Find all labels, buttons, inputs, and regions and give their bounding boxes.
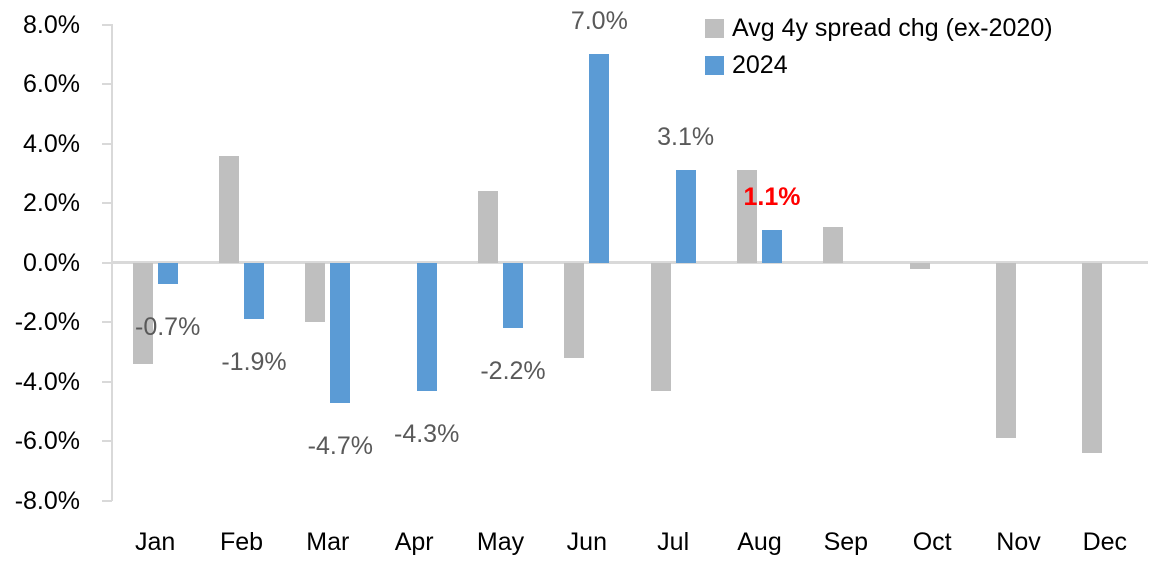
y-axis-tick-label: -4.0% bbox=[14, 367, 80, 396]
bar-avg-oct bbox=[909, 262, 930, 269]
bar-2024-jun bbox=[589, 54, 610, 263]
y-axis-tick-label: 2.0% bbox=[23, 189, 80, 218]
legend-swatch-blue-icon bbox=[705, 56, 724, 75]
x-axis-label-oct: Oct bbox=[912, 528, 952, 556]
data-label-jul: 3.1% bbox=[657, 123, 715, 152]
y-axis-tick-label: -6.0% bbox=[14, 427, 80, 456]
bar-avg-feb bbox=[219, 155, 239, 263]
y-axis-tick-label: 4.0% bbox=[23, 129, 80, 158]
data-label-aug: 1.1% bbox=[743, 182, 801, 211]
x-axis-label-mar: Mar bbox=[306, 528, 350, 556]
y-axis-tick bbox=[102, 23, 112, 26]
bar-2024-apr bbox=[416, 262, 437, 391]
x-axis-label-apr: Apr bbox=[394, 528, 434, 556]
zero-gridline bbox=[112, 261, 1148, 265]
x-axis-label-jan: Jan bbox=[135, 528, 176, 556]
x-axis-label-sep: Sep bbox=[823, 528, 869, 556]
bar-avg-nov bbox=[996, 262, 1016, 439]
y-axis-tick-label: 0.0% bbox=[23, 248, 80, 277]
bar-avg-aug bbox=[737, 170, 757, 263]
x-axis-label-jun: Jun bbox=[566, 528, 607, 556]
bar-avg-sep bbox=[823, 227, 844, 263]
data-label-jun: 7.0% bbox=[570, 7, 628, 36]
bar-2024-feb bbox=[244, 262, 264, 320]
y-axis-tick-label: -8.0% bbox=[14, 486, 80, 515]
x-axis-label-may: May bbox=[476, 528, 525, 556]
y-axis-tick-label: 6.0% bbox=[23, 70, 80, 99]
legend-label-2024: 2024 bbox=[732, 51, 788, 79]
bar-2024-mar bbox=[330, 262, 351, 403]
x-axis-label-dec: Dec bbox=[1082, 528, 1128, 556]
x-axis-label-feb: Feb bbox=[219, 528, 264, 556]
bar-avg-may bbox=[478, 191, 498, 263]
bar-2024-jan bbox=[157, 262, 178, 284]
x-axis-label-nov: Nov bbox=[996, 528, 1041, 556]
data-label-may: -2.2% bbox=[480, 357, 546, 386]
bar-avg-mar bbox=[305, 262, 326, 323]
legend-item-2024: 2024 bbox=[705, 47, 1053, 84]
bar-avg-dec bbox=[1082, 262, 1103, 454]
y-axis-tick bbox=[102, 380, 112, 383]
x-axis-label-jul: Jul bbox=[657, 528, 690, 556]
legend-swatch-gray-icon bbox=[705, 19, 724, 38]
data-label-feb: -1.9% bbox=[221, 348, 287, 377]
bar-2024-may bbox=[503, 262, 523, 329]
bar-avg-jan bbox=[132, 262, 153, 364]
bar-avg-jul bbox=[650, 262, 671, 391]
y-axis-tick bbox=[102, 142, 112, 145]
bar-2024-jul bbox=[675, 170, 696, 263]
y-axis-tick bbox=[102, 440, 112, 443]
x-axis-label-aug: Aug bbox=[737, 528, 782, 556]
y-axis-tick bbox=[102, 202, 112, 205]
bar-2024-aug bbox=[762, 229, 782, 263]
y-axis-tick bbox=[102, 261, 112, 264]
data-label-mar: -4.7% bbox=[307, 431, 373, 460]
y-axis-tick bbox=[102, 499, 112, 502]
y-axis-tick-label: 8.0% bbox=[23, 10, 80, 39]
y-axis-tick-label: -2.0% bbox=[14, 308, 80, 337]
data-label-jan: -0.7% bbox=[135, 312, 201, 341]
legend-label-avg-4y-spread: Avg 4y spread chg (ex-2020) bbox=[732, 14, 1053, 42]
y-axis-tick bbox=[102, 321, 112, 324]
y-axis-tick bbox=[102, 83, 112, 86]
data-label-apr: -4.3% bbox=[394, 419, 460, 448]
bar-avg-jun bbox=[564, 262, 585, 358]
legend: Avg 4y spread chg (ex-2020) 2024 bbox=[705, 10, 1053, 84]
legend-item-avg-4y-spread: Avg 4y spread chg (ex-2020) bbox=[705, 10, 1053, 47]
